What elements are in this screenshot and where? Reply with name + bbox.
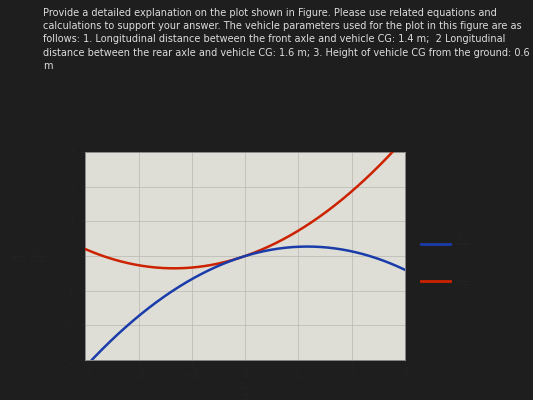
X-axis label: $\frac{a_x}{g}$: $\frac{a_x}{g}$ — [239, 381, 251, 400]
Text: Provide a detailed explanation on the plot shown in Figure. Please use related e: Provide a detailed explanation on the pl… — [43, 8, 529, 71]
Text: $\frac{F_{xf}}{mg}$, $\frac{F_{xr}}{mg}$: $\frac{F_{xf}}{mg}$, $\frac{F_{xr}}{mg}$ — [11, 246, 44, 266]
Text: $\frac{F_{xf}}{mg}$: $\frac{F_{xf}}{mg}$ — [456, 232, 470, 256]
Text: $\frac{F_{xr}}{mg}$: $\frac{F_{xr}}{mg}$ — [456, 269, 470, 293]
